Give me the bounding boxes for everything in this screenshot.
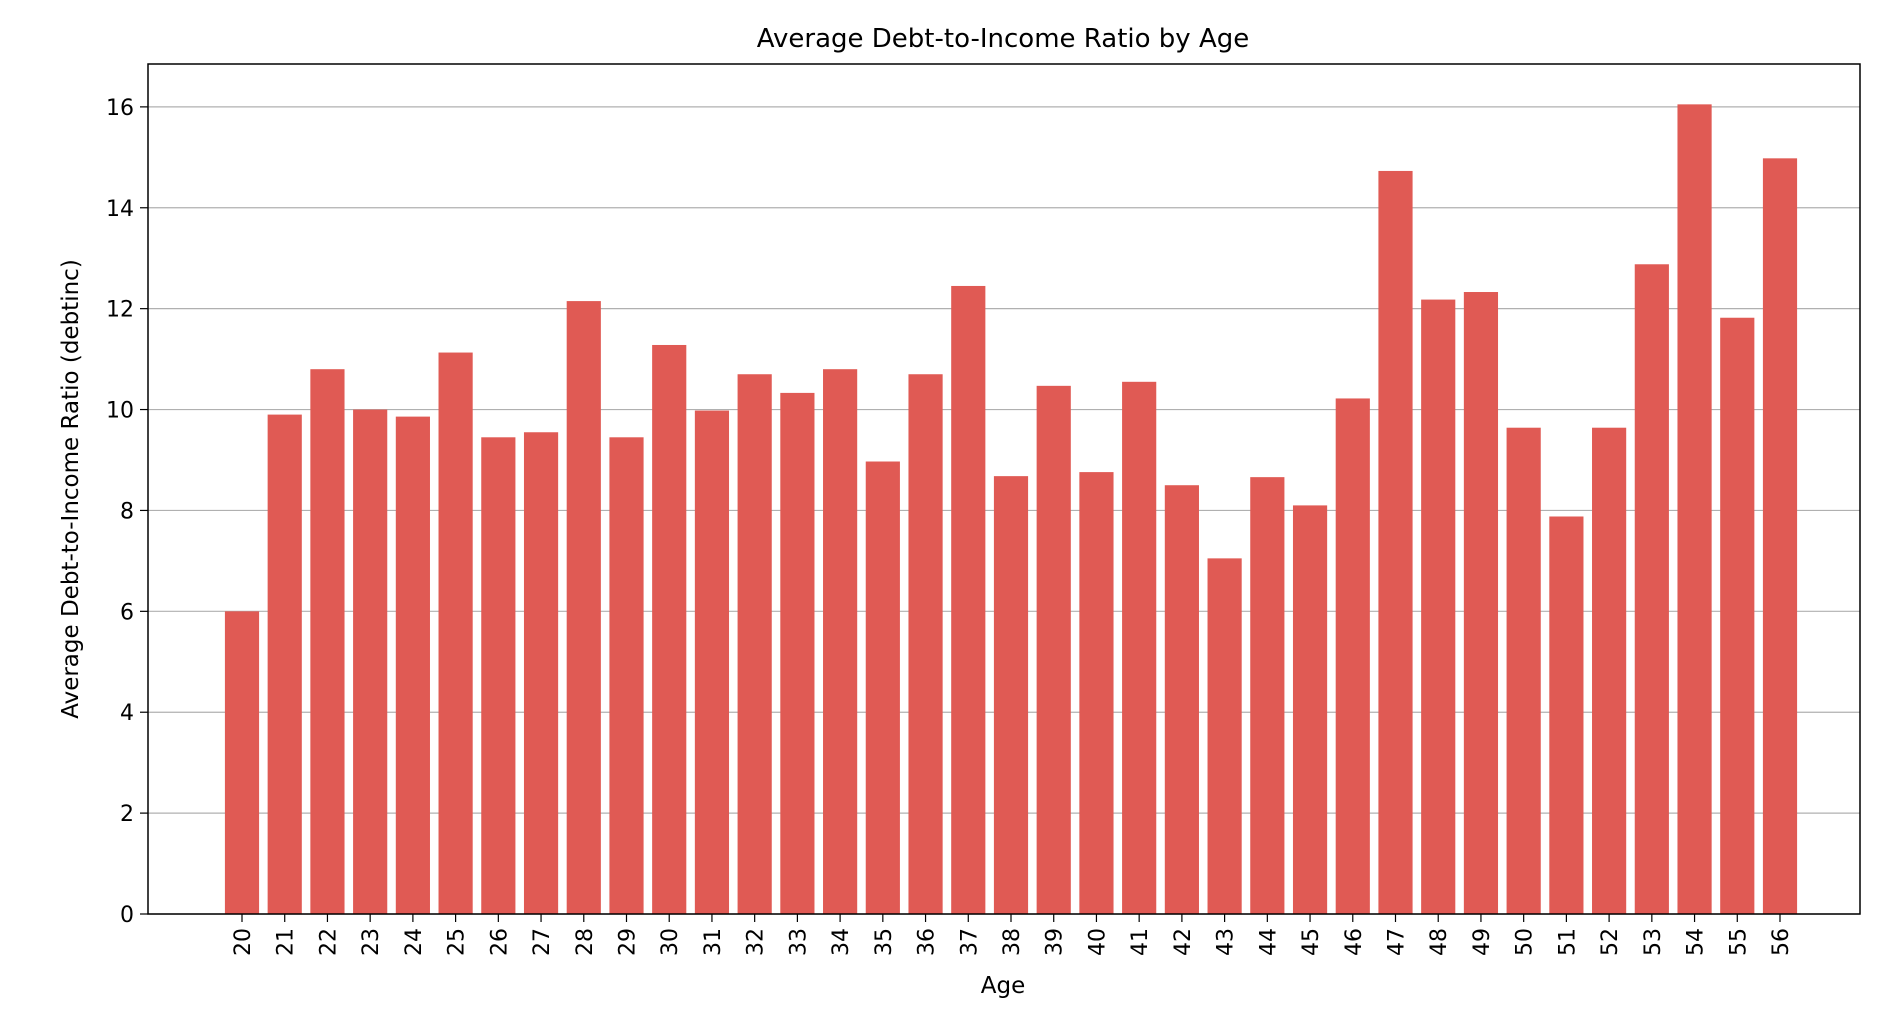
bar-age-24: [395, 416, 430, 914]
x-tick-label: 42: [1171, 928, 1196, 956]
y-tick-label: 16: [106, 96, 134, 121]
x-tick-label: 48: [1427, 928, 1452, 956]
bar-age-48: [1421, 299, 1456, 915]
bar-age-32: [737, 374, 772, 914]
bar-age-46: [1335, 398, 1370, 914]
bar-age-45: [1292, 505, 1328, 914]
x-tick-label: 34: [829, 928, 854, 956]
x-tick-label: 41: [1128, 928, 1153, 956]
y-axis: 0 2 4 6 8 10 12 14 16: [106, 96, 148, 928]
bar-age-49: [1463, 292, 1499, 915]
x-tick-label: 52: [1598, 928, 1623, 956]
bar-age-26: [481, 437, 516, 914]
bar-age-31: [694, 410, 730, 914]
y-tick-label: 0: [120, 903, 134, 928]
bar-age-40: [1079, 472, 1114, 914]
bar-age-42: [1164, 485, 1199, 914]
bar-age-22: [310, 369, 345, 914]
x-tick-label: 29: [616, 928, 641, 956]
bar-age-28: [566, 301, 601, 914]
x-tick-label: 25: [445, 928, 470, 956]
x-tick-label: 45: [1299, 928, 1324, 956]
x-axis-label: Age: [981, 973, 1025, 999]
y-tick-label: 10: [106, 399, 134, 424]
bar-age-35: [865, 461, 900, 914]
bars: [224, 104, 1798, 915]
bar-age-51: [1549, 516, 1584, 914]
y-tick-label: 14: [106, 197, 134, 222]
y-tick-label: 8: [120, 499, 134, 524]
x-tick-label: 51: [1555, 928, 1580, 956]
y-tick-label: 6: [120, 600, 134, 625]
x-tick-label: 46: [1342, 928, 1367, 956]
bar-age-52: [1592, 427, 1627, 914]
bar-age-50: [1506, 427, 1541, 914]
x-tick-label: 26: [487, 928, 512, 956]
y-axis-label: Average Debt-to-Income Ratio (debtinc): [58, 259, 84, 719]
x-tick-label: 56: [1769, 928, 1794, 956]
bar-age-29: [609, 437, 644, 914]
bar-age-20: [224, 611, 260, 914]
x-tick-label: 32: [744, 928, 769, 956]
bar-age-34: [823, 369, 858, 914]
chart-title: Average Debt-to-Income Ratio by Age: [757, 24, 1250, 54]
bar-age-44: [1250, 477, 1285, 914]
x-tick-label: 30: [658, 928, 683, 956]
bar-age-55: [1720, 317, 1755, 914]
y-tick-label: 2: [120, 802, 134, 827]
x-tick-label: 22: [316, 928, 341, 956]
x-tick-label: 44: [1256, 928, 1281, 956]
bar-age-23: [353, 409, 388, 914]
x-tick-label: 20: [231, 928, 256, 956]
x-tick-label: 55: [1726, 928, 1751, 956]
x-tick-label: 27: [530, 928, 555, 956]
x-tick-label: 24: [402, 928, 427, 956]
plot-frame: [147, 63, 1861, 915]
x-tick-label: 47: [1385, 928, 1410, 956]
x-tick-label: 38: [1000, 928, 1025, 956]
bar-age-47: [1378, 170, 1413, 915]
bar-age-27: [523, 432, 559, 914]
bar-age-43: [1207, 558, 1242, 914]
x-tick-label: 21: [274, 928, 299, 956]
x-tick-label: 37: [957, 928, 982, 956]
bar-age-53: [1634, 264, 1669, 914]
bar-age-37: [951, 285, 986, 914]
bar-age-33: [780, 392, 815, 914]
x-axis: 20 21 22 23 24 25 26 27 28 29 30 31 32 33 34 35 36 37 38 39…: [231, 914, 1794, 956]
x-tick-label: 54: [1684, 928, 1709, 956]
bar-age-39: [1036, 385, 1071, 915]
y-tick-label: 4: [120, 701, 134, 726]
x-tick-label: 49: [1470, 928, 1495, 956]
x-tick-label: 36: [915, 928, 940, 956]
x-tick-label: 33: [786, 928, 811, 956]
x-tick-label: 35: [872, 928, 897, 956]
bar-age-38: [993, 476, 1029, 914]
bar-age-21: [267, 414, 302, 914]
y-tick-label: 12: [106, 298, 134, 323]
bar-age-25: [438, 352, 473, 914]
x-tick-label: 31: [701, 928, 726, 956]
bar-age-56: [1762, 158, 1798, 915]
bar-age-54: [1677, 104, 1712, 915]
x-tick-label: 39: [1043, 928, 1068, 956]
bar-age-41: [1122, 381, 1157, 914]
x-tick-label: 43: [1214, 928, 1239, 956]
x-tick-label: 50: [1513, 928, 1538, 956]
bar-age-30: [652, 344, 687, 914]
x-tick-label: 53: [1641, 928, 1666, 956]
x-tick-label: 23: [359, 928, 384, 956]
bar-age-36: [908, 374, 943, 914]
x-tick-label: 28: [573, 928, 598, 956]
x-tick-label: 40: [1085, 928, 1110, 956]
